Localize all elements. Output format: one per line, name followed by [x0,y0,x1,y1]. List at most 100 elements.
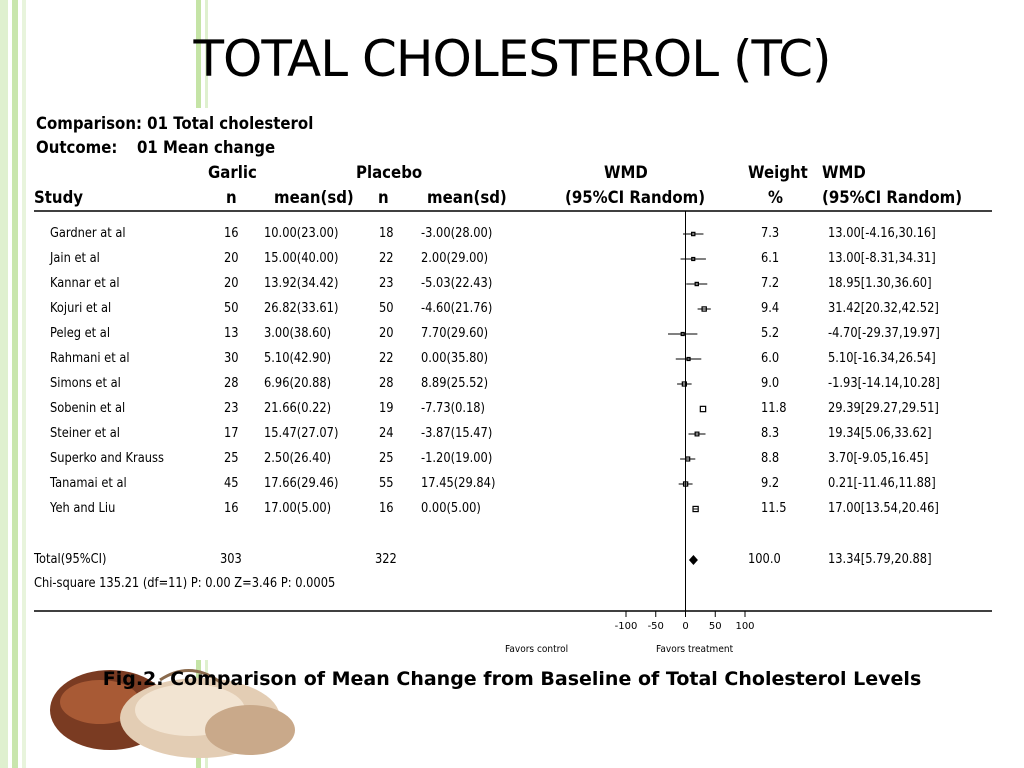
garlic-n: 16 [224,501,239,516]
outcome-value: 01 Mean change [137,138,276,158]
garlic-mean-sd: 3.00(38.60) [264,326,332,341]
garlic-mean-sd: 10.00(23.00) [264,226,339,241]
decor-stripe [22,0,26,768]
point-estimate-box [691,256,696,262]
wmd-value: -1.93[-14.14,10.28] [828,376,940,391]
point-estimate-box [680,331,685,337]
placebo-mean-sd: 0.00(5.00) [421,501,481,516]
placebo-mean-sd: -5.03(22.43) [421,276,493,291]
point-estimate-box [699,405,707,413]
favors-treatment-label: Favors treatment [656,644,734,655]
weight-value: 7.2 [761,276,780,291]
total-n-garlic: 303 [220,552,242,567]
weight-value: 9.0 [761,376,780,391]
axis-tick-label: 100 [735,621,754,632]
placebo-n: 25 [379,451,394,466]
weight-value: 11.5 [761,501,787,516]
wmd-value: 0.21[-11.46,11.88] [828,476,936,491]
weight-value: 11.8 [761,401,787,416]
wmd-value: 29.39[29.27,29.51] [828,401,939,416]
placebo-n: 22 [379,351,394,366]
wmd-value: 13.00[-4.16,30.16] [828,226,936,241]
garlic-n: 20 [224,251,239,266]
slide-title: TOTAL CHOLESTEROL (TC) [193,30,831,88]
garlic-mean-sd: 6.96(20.88) [264,376,332,391]
forest-plot: -100 -50 0 50 100 [34,210,992,632]
placebo-mean-sd: -1.20(19.00) [421,451,493,466]
garlic-mean-sd: 15.47(27.07) [264,426,339,441]
wmd-value: 18.95[1.30,36.60] [828,276,932,291]
placebo-n: 23 [379,276,394,291]
placebo-n: 16 [379,501,394,516]
placebo-mean-sd: 17.45(29.84) [421,476,496,491]
garlic-n: 30 [224,351,239,366]
study-name: Steiner et al [50,426,120,441]
placebo-mean-sd: -3.87(15.47) [421,426,493,441]
weight-value: 9.2 [761,476,780,491]
comparison-label: Comparison: 01 Total cholesterol [36,114,314,134]
weight-value: 6.0 [761,351,780,366]
placebo-n: 19 [379,401,394,416]
garlic-n: 13 [224,326,239,341]
garlic-mean-sd: 26.82(33.61) [264,301,339,316]
wmd-value: 19.34[5.06,33.62] [828,426,932,441]
axis-tick-label: 0 [682,621,688,632]
total-wmd: 13.34[5.79,20.88] [828,552,932,567]
placebo-n-header: n [378,188,389,208]
axis-tick-label: -50 [648,621,664,632]
wmd-plot-header: WMD [604,163,648,183]
favors-control-label: Favors control [505,644,569,655]
garlic-mean-sd: 17.66(29.46) [264,476,339,491]
figure-caption: Fig.2. Comparison of Mean Change from Ba… [102,668,922,690]
point-estimate-box [682,481,689,487]
study-name: Rahmani et al [50,351,130,366]
point-estimate-box [701,306,707,312]
garlic-n: 28 [224,376,239,391]
garlic-mean-sd: 13.92(34.42) [264,276,339,291]
decor-stripe [0,0,8,768]
axis-tick-label: 50 [709,621,722,632]
garlic-n: 45 [224,476,239,491]
placebo-header: Placebo [356,163,423,183]
decor-stripe [12,0,18,768]
study-header: Study [34,188,84,208]
wmd-value: 31.42[20.32,42.52] [828,301,939,316]
garlic-n-header: n [226,188,237,208]
point-estimate-box [690,231,696,237]
weight-header: Weight [748,163,808,183]
placebo-n: 55 [379,476,394,491]
weight-value: 5.2 [761,326,780,341]
study-name: Yeh and Liu [50,501,116,516]
wmd-column-header: WMD [822,163,866,183]
garlic-mean-sd: 15.00(40.00) [264,251,339,266]
garlic-mean-sd: 2.50(26.40) [264,451,332,466]
placebo-n: 18 [379,226,394,241]
total-n-placebo: 322 [375,552,397,567]
weight-value: 9.4 [761,301,780,316]
placebo-n: 22 [379,251,394,266]
study-name: Peleg et al [50,326,111,341]
weight-pct-header: % [768,188,784,208]
pooled-diamond [688,555,698,565]
garlic-n: 50 [224,301,239,316]
total-weight: 100.0 [748,552,781,567]
wmd-value: 3.70[-9.05,16.45] [828,451,929,466]
placebo-mean-sd: 8.89(25.52) [421,376,489,391]
garlic-n: 20 [224,276,239,291]
ci-column-header: (95%CI Random) [822,188,963,208]
garlic-n: 25 [224,451,239,466]
garlic-mean-sd: 17.00(5.00) [264,501,332,516]
axis-tick-label: -100 [615,621,638,632]
weight-value: 6.1 [761,251,780,266]
study-name: Superko and Krauss [50,451,164,466]
garlic-n: 23 [224,401,239,416]
forest-plot-figure: -100 -50 0 50 100 Comparison: 01 Total chole… [34,108,992,660]
placebo-mean-sd: 0.00(35.80) [421,351,489,366]
garlic-n: 16 [224,226,239,241]
wmd-value: 13.00[-8.31,34.31] [828,251,936,266]
garlic-mean-header: mean(sd) [274,188,354,208]
placebo-mean-sd: -7.73(0.18) [421,401,486,416]
placebo-mean-sd: -4.60(21.76) [421,301,493,316]
weight-value: 8.3 [761,426,780,441]
garlic-header: Garlic [208,163,257,183]
